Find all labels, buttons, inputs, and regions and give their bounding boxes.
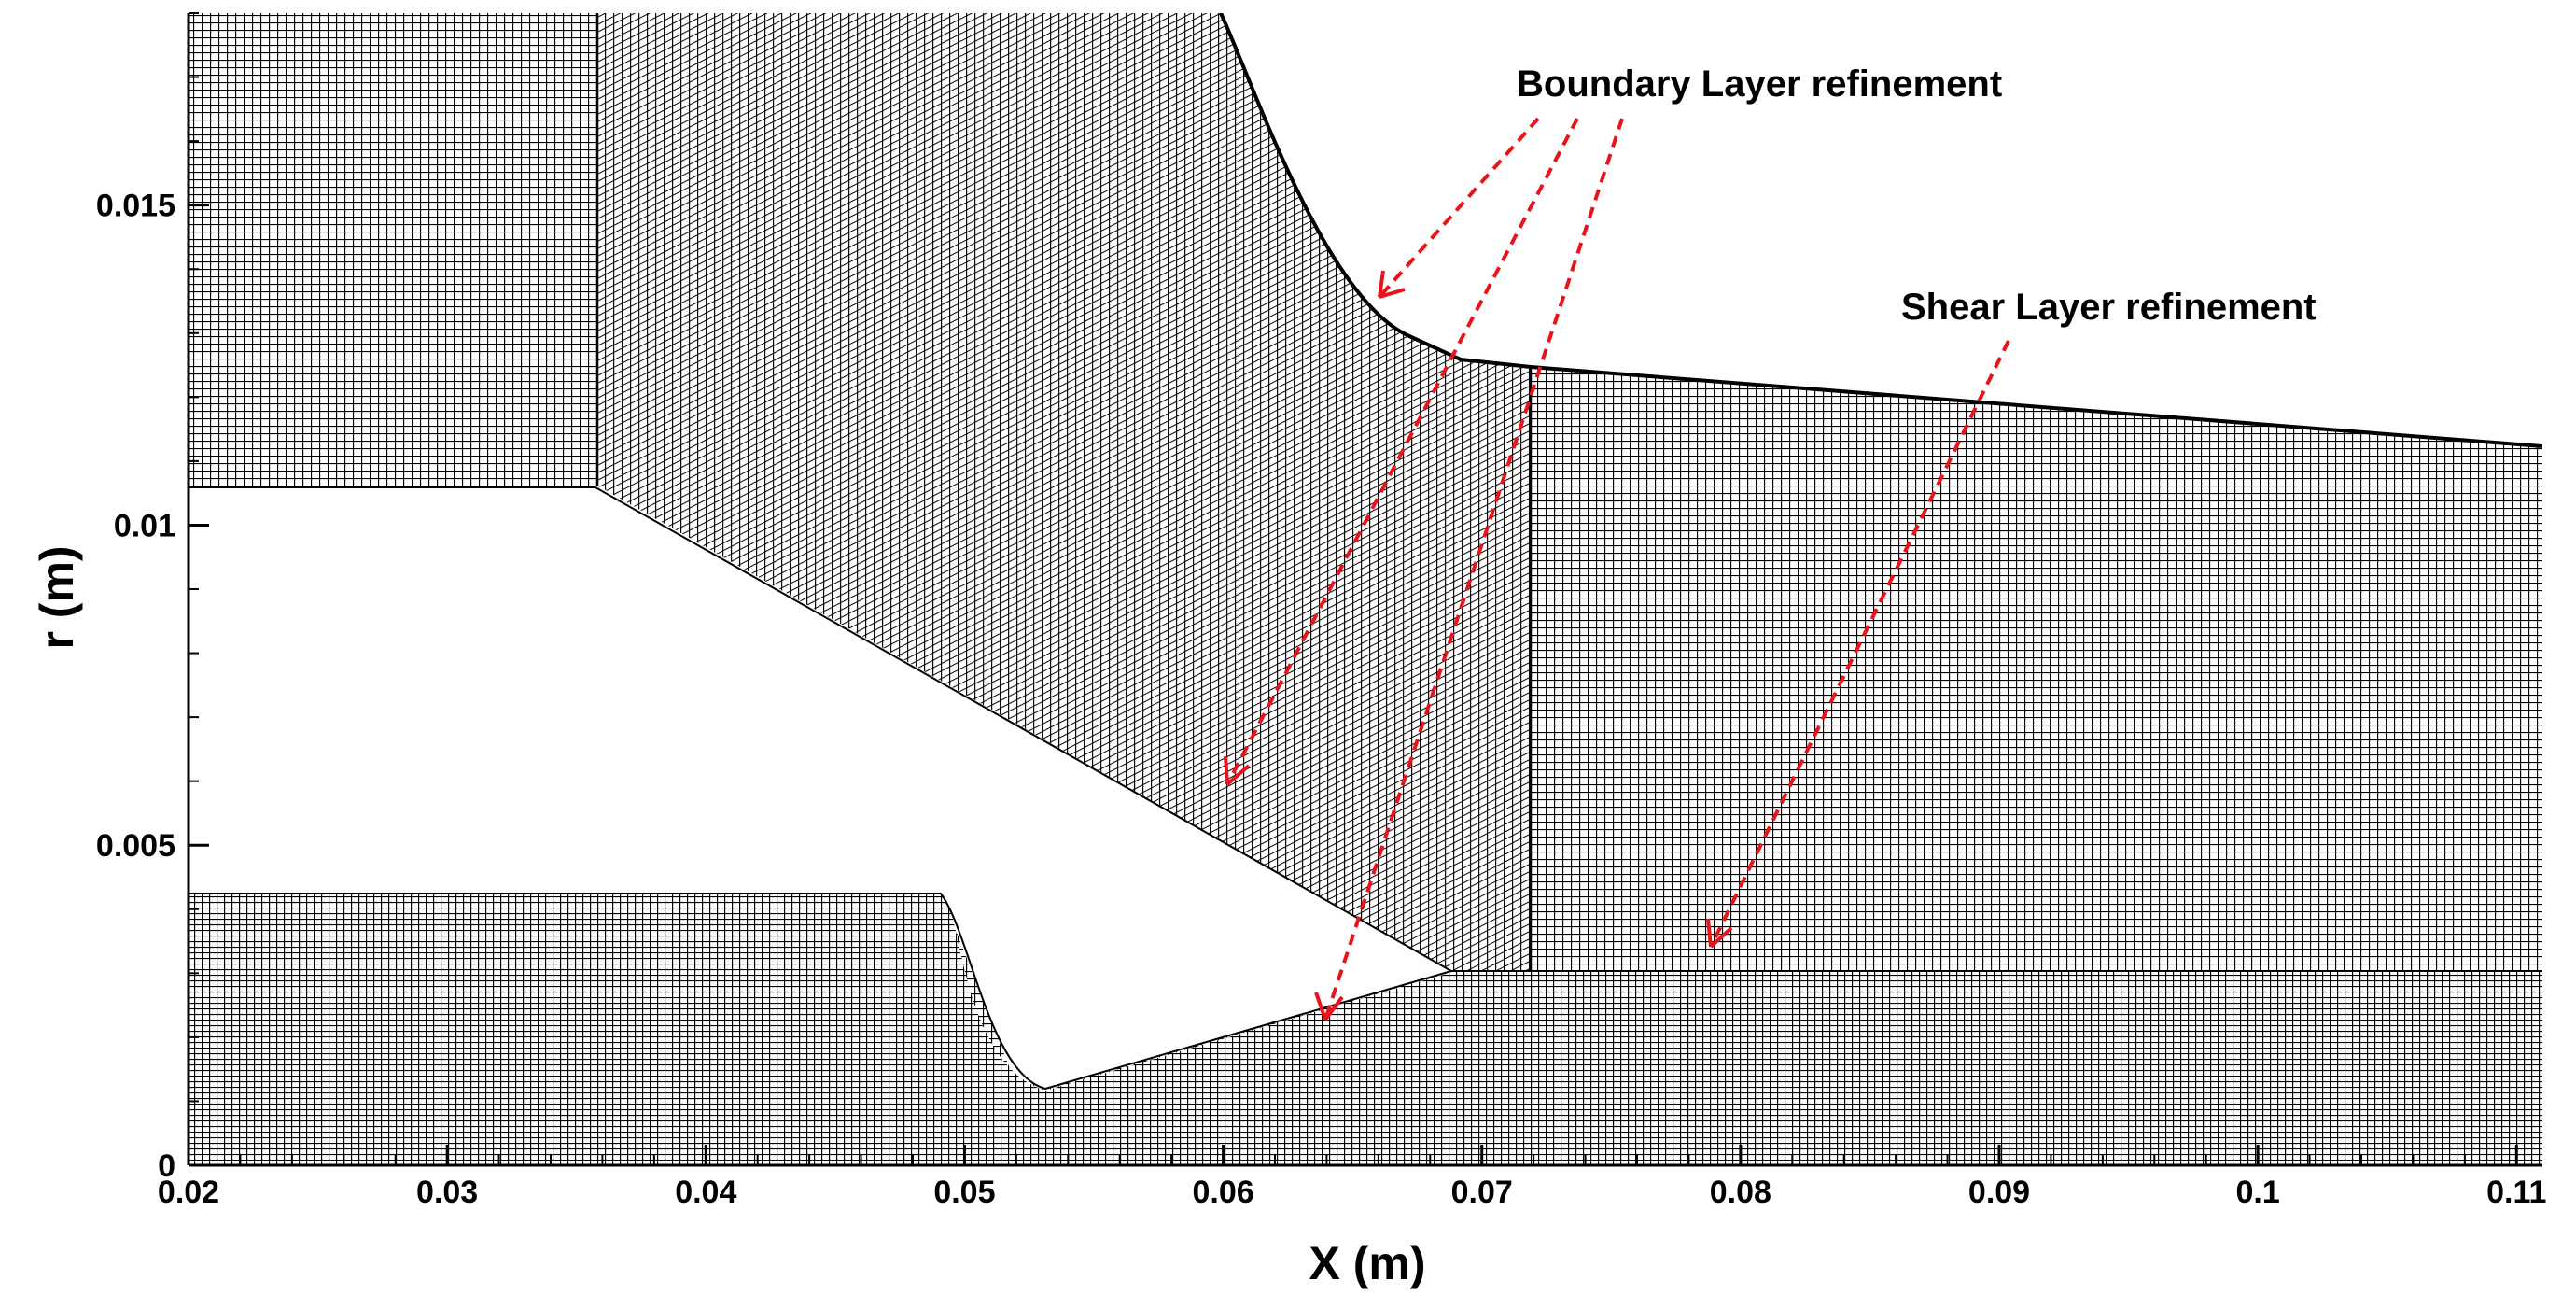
x-tick-label: 0.06 [1192, 1175, 1253, 1210]
solid-body [189, 486, 1454, 1091]
boundary-layer-arrow-1 [1378, 117, 1540, 299]
x-ticks: 0.02 0.03 0.04 0.05 0.06 0.07 0.08 0.09 0.1 0.11 [158, 1145, 2546, 1210]
boundary-layer-arrow-3 [1314, 118, 1624, 1021]
x-tick-label: 0.03 [416, 1175, 478, 1210]
x-tick-label: 0.1 [2236, 1175, 2280, 1210]
shear-layer-label: Shear Layer refinement [1901, 287, 2317, 328]
boundary-layer-label: Boundary Layer refinement [1517, 63, 2002, 105]
x-tick-label: 0.02 [158, 1175, 219, 1210]
x-tick-label: 0.09 [1968, 1175, 2030, 1210]
boundary-layer-arrow-2 [1224, 118, 1579, 786]
x-tick-label: 0.05 [933, 1175, 995, 1210]
y-axis-title: r (m) [31, 545, 83, 649]
y-tick-label: 0.01 [114, 508, 175, 543]
mesh-grid [189, 13, 2542, 1165]
mesh-core-inlet [189, 892, 2542, 1165]
x-tick-label: 0.08 [1710, 1175, 1771, 1210]
x-tick-label: 0.11 [2486, 1175, 2546, 1210]
y-ticks: 0 0.005 0.01 0.015 [96, 12, 209, 1184]
x-tick-label: 0.04 [675, 1175, 736, 1210]
annotations: Boundary Layer refinement Shear Layer re… [1224, 63, 2317, 1021]
x-axis-title: X (m) [1309, 1237, 1426, 1289]
outer-wall [1219, 13, 2542, 448]
shear-layer-arrow [1706, 340, 2010, 949]
mesh-nozzle-block [597, 13, 1531, 971]
axes: 0.02 0.03 0.04 0.05 0.06 0.07 0.08 0.09 0.1 0.11 … [31, 12, 2546, 1289]
y-tick-label: 0 [158, 1148, 175, 1184]
y-tick-label: 0.015 [96, 189, 175, 224]
y-tick-label: 0.005 [96, 828, 175, 864]
x-tick-label: 0.07 [1451, 1175, 1513, 1210]
